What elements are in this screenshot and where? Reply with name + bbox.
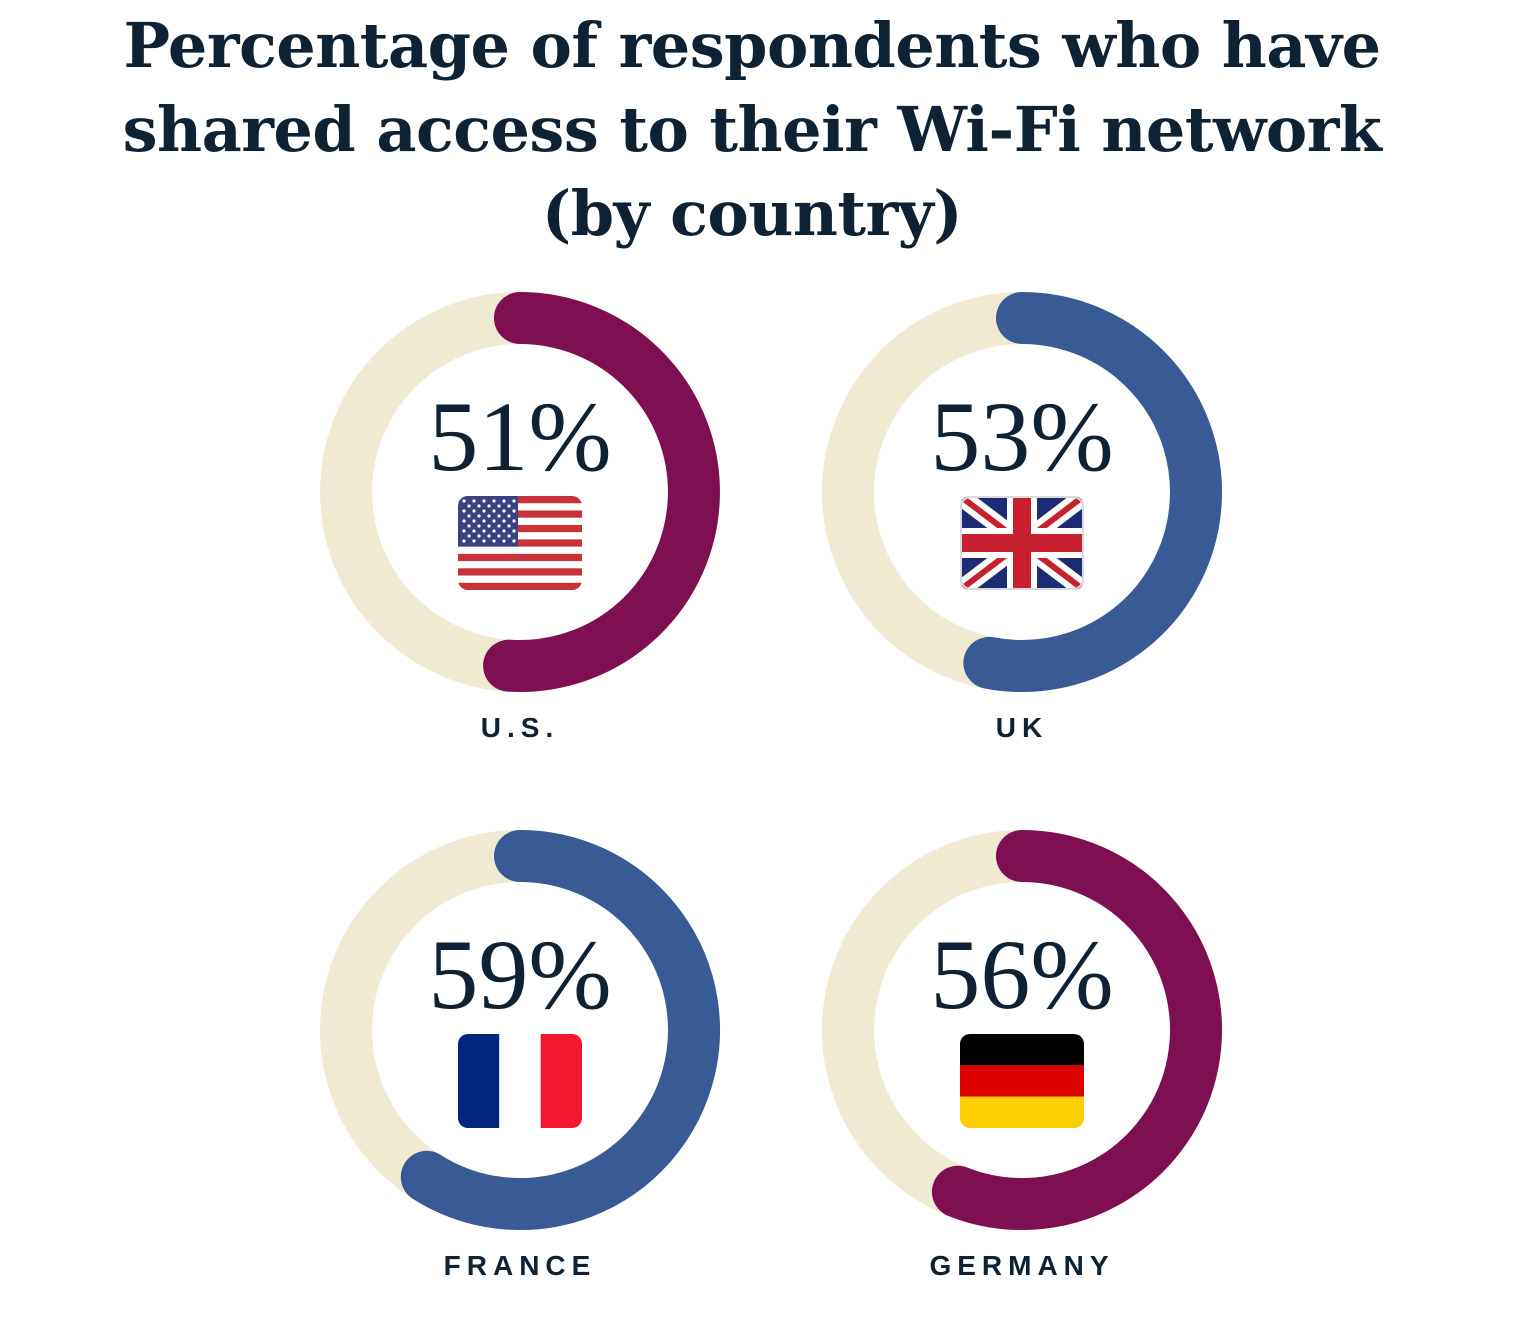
country-label-us: U.S. <box>480 712 560 743</box>
country-label-france: FRANCE <box>443 1250 597 1281</box>
france-flag-icon <box>458 1034 582 1128</box>
donut-arc-france <box>400 830 720 1230</box>
donut-ring-germany <box>822 830 1222 1230</box>
germany-flag-icon <box>960 1034 1084 1128</box>
donut-panel-us: 51% <box>310 282 730 802</box>
donut-panel-france: 59% FRANCE <box>310 820 730 1340</box>
title-line-2: shared access to their Wi-Fi network <box>122 93 1382 166</box>
us-flag-icon <box>458 496 582 590</box>
donut-panel-germany: 56% GERMANY <box>812 820 1232 1340</box>
chart-title: Percentage of respondents who have share… <box>0 4 1504 256</box>
donut-arc-us <box>483 292 720 692</box>
value-label-us: 51% <box>428 381 612 492</box>
uk-flag-icon <box>960 496 1084 590</box>
country-label-germany: GERMANY <box>929 1250 1115 1281</box>
value-label-france: 59% <box>428 919 612 1030</box>
donut-ring-uk <box>822 292 1222 692</box>
value-label-germany: 56% <box>930 919 1114 1030</box>
title-line-3: (by country) <box>541 177 963 250</box>
donut-ring-france <box>320 830 720 1230</box>
donut-ring-us <box>320 292 720 692</box>
title-line-1: Percentage of respondents who have <box>123 9 1381 82</box>
donut-panel-uk: 53% UK <box>812 282 1232 802</box>
donut-arc-uk <box>963 292 1222 692</box>
value-label-uk: 53% <box>930 381 1114 492</box>
donut-arc-germany <box>931 830 1222 1230</box>
country-label-uk: UK <box>995 712 1049 743</box>
